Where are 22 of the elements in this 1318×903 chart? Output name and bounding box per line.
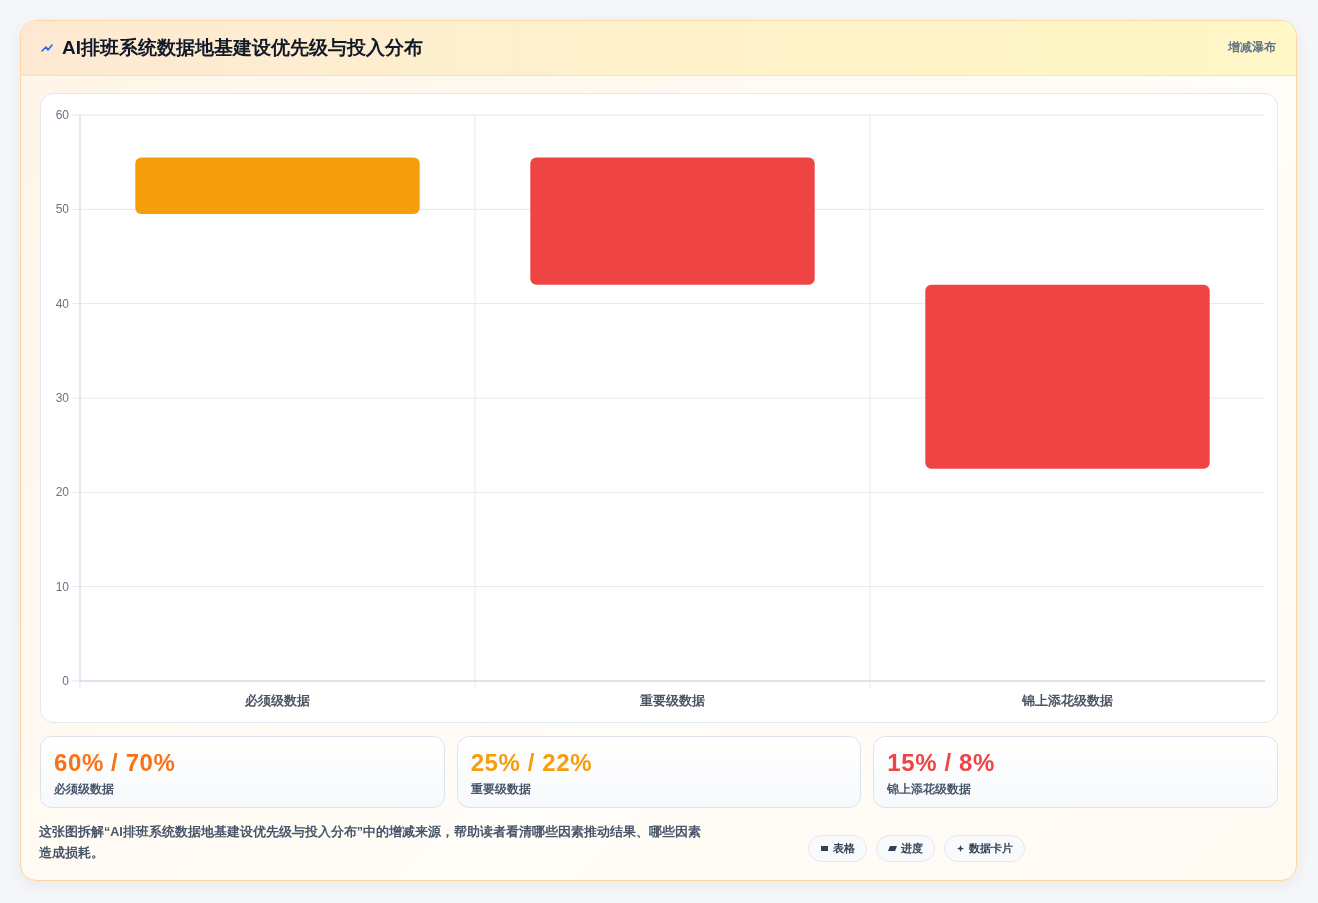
text: 数据卡片 bbox=[969, 841, 1013, 856]
x-tick-label: 锦上添花级数据 bbox=[1021, 692, 1113, 708]
text: 必须级数据 bbox=[54, 781, 115, 797]
text: 进度 bbox=[901, 841, 923, 856]
y-tick-label: 60 bbox=[55, 108, 70, 122]
x-tick-label: 重要级数据 bbox=[639, 692, 705, 708]
text: 25% / 22% bbox=[470, 749, 594, 777]
chart-title: AI排班系统数据地基建设优先级与投入分布 bbox=[62, 37, 423, 59]
text: 重要级数据 bbox=[470, 781, 532, 797]
y-tick-label: 30 bbox=[55, 391, 70, 405]
text: 60% / 70% bbox=[54, 749, 177, 777]
y-tick-label: 10 bbox=[55, 579, 70, 594]
text: 表格 bbox=[833, 841, 855, 856]
text: 15% / 8% bbox=[887, 749, 996, 777]
y-tick-label: 40 bbox=[55, 296, 70, 311]
y-tick-label: 50 bbox=[55, 202, 70, 217]
y-tick-label: 0 bbox=[62, 674, 70, 688]
y-tick-label: 20 bbox=[55, 485, 70, 500]
text: 增减瀑布 bbox=[1228, 40, 1276, 54]
x-tick-label: 必须级数据 bbox=[244, 692, 310, 708]
text: 锦上添花级数据 bbox=[887, 781, 973, 797]
text: 这张图拆解“AI排班系统数据地基建设优先级与投入分布”中的增减来源，帮助读者看清哪些因素推动结果、哪些因素造成损耗。 bbox=[39, 824, 702, 862]
